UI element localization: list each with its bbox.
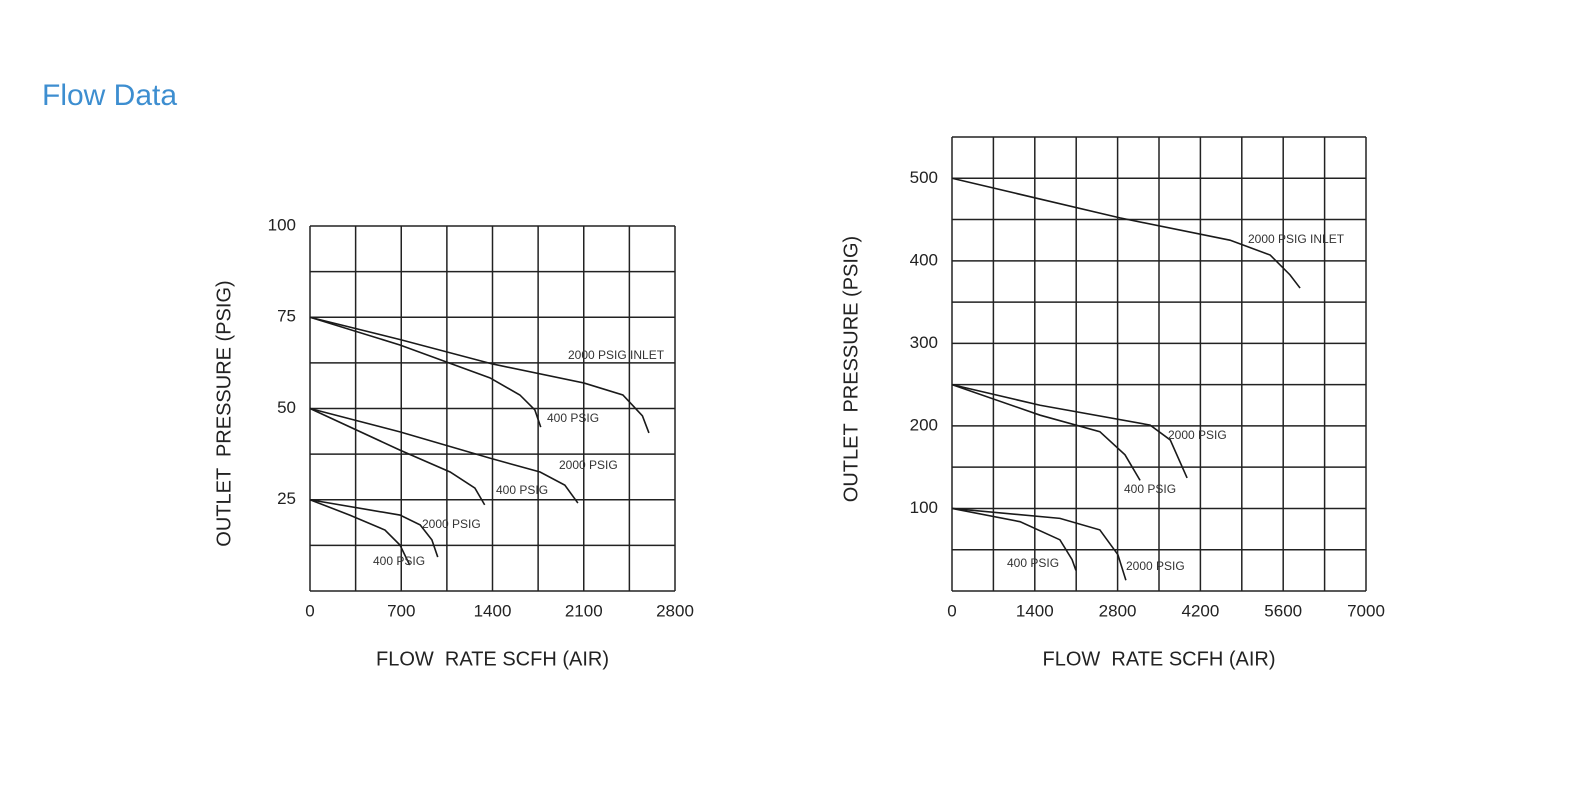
x-tick-label: 1400 (474, 601, 512, 620)
x-tick-label: 2100 (565, 601, 603, 620)
x-tick-label: 7000 (1347, 601, 1385, 620)
curve (951, 383, 1141, 481)
y-tick-label: 100 (910, 498, 938, 517)
curve-label: 2000 PSIG INLET (568, 348, 665, 362)
y-axis-label: OUTLET PRESSURE (PSIG) (213, 280, 235, 546)
x-tick-label: 0 (947, 601, 956, 620)
y-tick-label: 400 (910, 250, 938, 269)
curve-label: 2000 PSIG (422, 517, 481, 531)
curve (309, 407, 486, 506)
curve (309, 499, 411, 566)
curve-label: 2000 PSIG (1126, 559, 1185, 573)
y-tick-label: 100 (268, 215, 296, 234)
curve (951, 383, 1188, 479)
curve-label: 2000 PSIG (1168, 428, 1227, 442)
x-tick-label: 700 (387, 601, 415, 620)
x-axis-label: FLOW RATE SCFH (AIR) (1043, 648, 1276, 670)
x-tick-label: 2800 (1099, 601, 1137, 620)
y-tick-label: 300 (910, 333, 938, 352)
x-tick-label: 4200 (1181, 601, 1219, 620)
curve-label: 2000 PSIG (559, 458, 618, 472)
curve-label: 400 PSIG (373, 554, 425, 568)
y-tick-label: 50 (277, 398, 296, 417)
x-tick-label: 1400 (1016, 601, 1054, 620)
curve (309, 316, 542, 428)
curve (309, 498, 439, 558)
y-axis-label: OUTLET PRESSURE (PSIG) (840, 236, 862, 502)
curve-label: 400 PSIG (496, 483, 548, 497)
x-axis-label: FLOW RATE SCFH (AIR) (376, 648, 609, 670)
curve-label: 400 PSIG (1124, 482, 1176, 496)
curve-label: 2000 PSIG INLET (1248, 232, 1345, 246)
curve (951, 507, 1077, 571)
y-tick-label: 25 (277, 489, 296, 508)
curve (951, 507, 1127, 581)
curve (309, 316, 650, 434)
page-heading: Flow Data (42, 79, 177, 112)
x-tick-label: 5600 (1264, 601, 1302, 620)
y-tick-label: 200 (910, 415, 938, 434)
x-tick-label: 2800 (656, 601, 694, 620)
y-tick-label: 75 (277, 307, 296, 326)
curve-label: 400 PSIG (1007, 556, 1059, 570)
y-tick-label: 500 (910, 168, 938, 187)
curve-label: 400 PSIG (547, 411, 599, 425)
curve (309, 407, 579, 504)
curve (951, 177, 1301, 289)
x-tick-label: 0 (305, 601, 314, 620)
